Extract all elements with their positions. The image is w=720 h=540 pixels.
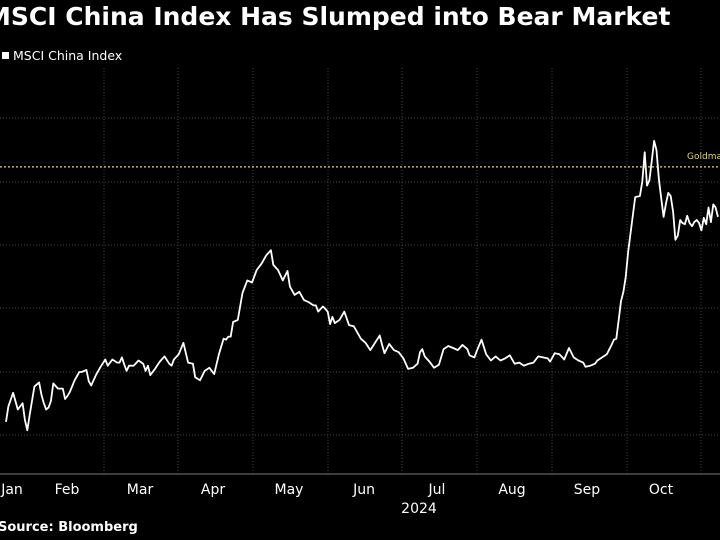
x-tick-label: Oct — [649, 482, 674, 498]
legend: MSCI China Index — [2, 48, 122, 63]
source-note: Source: Bloomberg — [0, 520, 138, 535]
x-tick-label: Apr — [201, 482, 225, 498]
grid — [0, 68, 720, 475]
x-tick-labels: Jan Feb Mar Apr May Jun Jul Aug Sep Oct — [0, 482, 673, 498]
x-tick-label: Mar — [127, 482, 154, 498]
x-tick-label: May — [275, 482, 304, 498]
legend-label: MSCI China Index — [13, 48, 123, 63]
annotation: Goldma — [0, 152, 720, 168]
chart-title: MSCI China Index Has Slumped into Bear M… — [0, 2, 671, 31]
x-tick-label: Jan — [0, 482, 23, 498]
series-line — [5, 140, 719, 432]
annotation-label: Goldma — [687, 152, 720, 162]
legend-swatch — [2, 52, 9, 59]
x-tick-label: Aug — [498, 482, 525, 498]
x-tick-label: Jul — [428, 482, 446, 498]
x-tick-label: Feb — [55, 482, 80, 498]
series — [5, 140, 719, 432]
x-tick-label: Sep — [574, 482, 601, 498]
x-tick-label: Jun — [352, 482, 375, 498]
x-axis-year-label: 2024 — [401, 501, 437, 517]
